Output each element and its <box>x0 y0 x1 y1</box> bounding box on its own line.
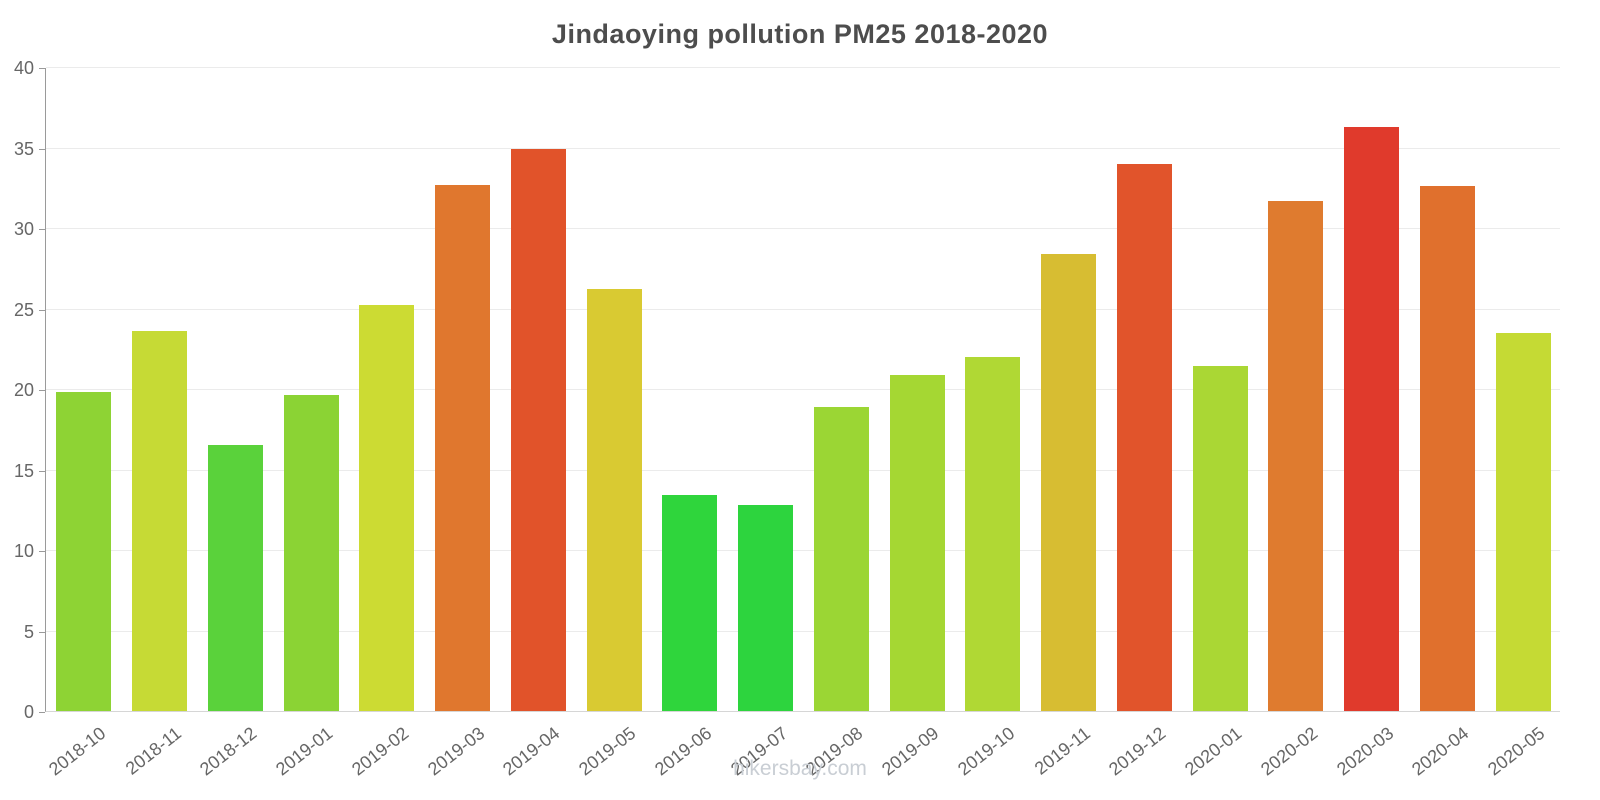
bar-2020-04 <box>1419 186 1475 711</box>
bar-2019-04 <box>510 149 566 711</box>
y-axis-tick-30 <box>39 229 45 230</box>
bar-2020-02 <box>1268 200 1324 711</box>
gridline-y-35 <box>46 147 1560 149</box>
y-axis-label-30: 30 <box>13 219 34 239</box>
y-axis-label-40: 40 <box>13 58 34 78</box>
bar-2019-01 <box>283 395 339 711</box>
bar-2019-05 <box>586 289 642 711</box>
bar-2019-09 <box>889 374 945 711</box>
gridline-y-5 <box>46 630 1560 632</box>
bar-2019-10 <box>965 356 1021 711</box>
y-axis-label-25: 25 <box>13 299 34 320</box>
bar-2019-07 <box>738 504 794 711</box>
y-axis-label-10: 10 <box>13 541 34 561</box>
plot-area <box>45 67 1560 712</box>
y-axis-tick-5 <box>39 631 45 633</box>
gridline-y-10 <box>46 550 1560 551</box>
gridline-y-40 <box>46 67 1560 68</box>
y-axis-tick-10 <box>39 551 45 552</box>
bar-2019-06 <box>662 495 718 711</box>
y-axis-label-15: 15 <box>13 460 34 481</box>
bar-2019-11 <box>1041 253 1097 711</box>
bar-2020-01 <box>1192 366 1248 711</box>
y-axis-tick-35 <box>39 148 45 150</box>
bar-2018-10 <box>56 392 112 711</box>
gridline-y-25 <box>46 308 1560 310</box>
y-axis: 0 5 10 15 20 25 30 35 40 <box>0 59 45 721</box>
bar-2020-03 <box>1344 126 1400 711</box>
gridline-y-15 <box>46 469 1560 471</box>
y-axis-tick-20 <box>39 390 45 391</box>
bar-2018-12 <box>207 445 263 711</box>
bar-2019-02 <box>359 305 415 711</box>
bar-2019-03 <box>435 184 491 711</box>
chart-title: Jindaoying pollution PM25 2018-2020 <box>551 19 1049 49</box>
y-axis-label-20: 20 <box>13 380 34 400</box>
y-axis-tick-25 <box>39 309 45 311</box>
gridline-y-30 <box>46 228 1560 229</box>
bar-2019-08 <box>813 406 869 711</box>
y-axis-label-35: 35 <box>13 138 34 159</box>
y-axis-label-0: 0 <box>23 702 34 722</box>
y-axis-tick-15 <box>39 470 45 472</box>
watermark-text: hikersbay.com <box>733 757 867 780</box>
y-axis-tick-0 <box>39 712 45 713</box>
y-axis-tick-40 <box>39 68 45 69</box>
y-axis-label-5: 5 <box>23 621 34 642</box>
bar-2018-11 <box>132 331 188 711</box>
bar-2020-05 <box>1495 332 1551 711</box>
gridline-y-20 <box>46 389 1560 390</box>
bar-2019-12 <box>1116 163 1172 711</box>
